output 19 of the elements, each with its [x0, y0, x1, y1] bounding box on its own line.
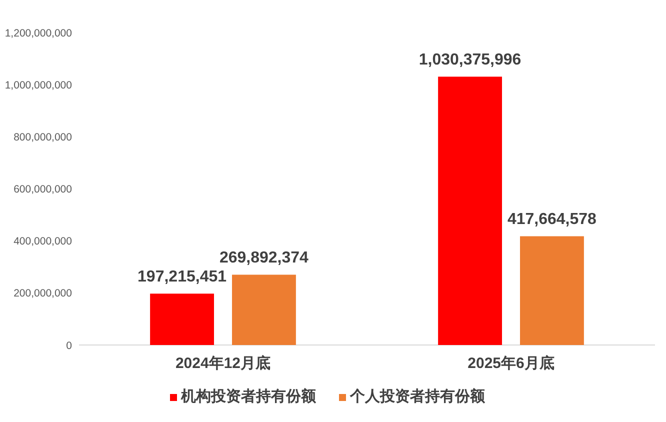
data-label: 269,892,374 — [219, 250, 309, 267]
bar — [520, 236, 584, 345]
y-tick-label: 1,200,000,000 — [4, 27, 72, 40]
bar — [438, 76, 502, 345]
bar — [232, 274, 296, 345]
data-label: 197,215,451 — [138, 268, 227, 286]
y-tick-label: 0 — [66, 340, 72, 352]
x-tick-label: 2024年12月底 — [175, 354, 271, 372]
data-label: 1,030,375,996 — [418, 52, 522, 69]
data-label: 417,664,578 — [507, 211, 597, 228]
y-tick-label: 600,000,000 — [14, 184, 72, 196]
x-tick-label: 2025年6月底 — [468, 354, 554, 372]
y-tick-label: 1,000,000,000 — [4, 79, 72, 92]
y-tick-label: 200,000,000 — [14, 288, 72, 300]
y-tick-label: 800,000,000 — [14, 131, 72, 144]
legend-label: 个人投资者持有份额 — [349, 387, 486, 405]
bar — [150, 294, 214, 345]
y-tick-label: 400,000,000 — [14, 236, 72, 248]
legend-label: 机构投资者持有份额 — [180, 387, 317, 405]
